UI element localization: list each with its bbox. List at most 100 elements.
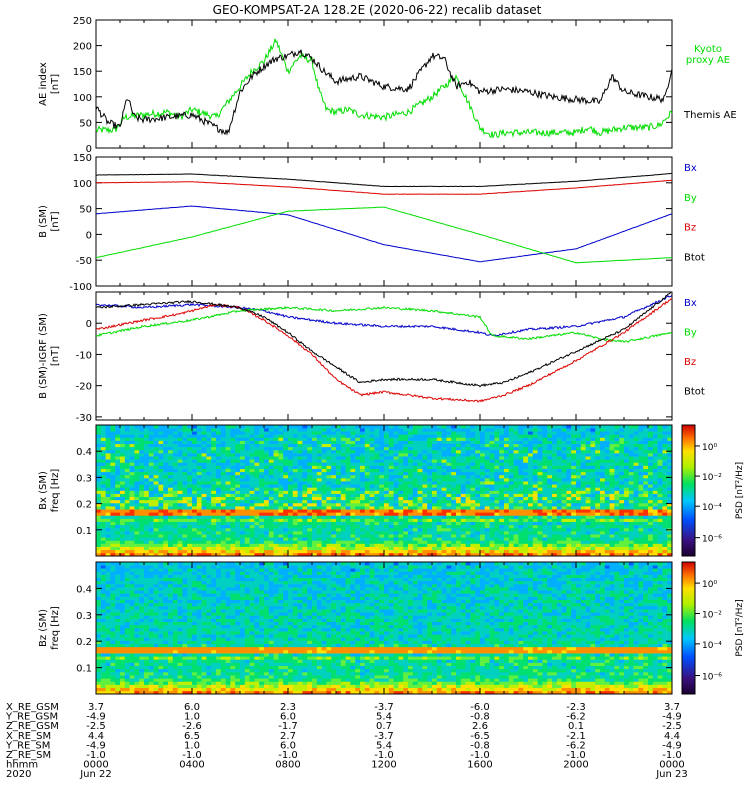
spectrogram-cell [456,490,462,494]
spectrogram-cell [240,481,246,485]
spectrogram-cell [475,465,481,469]
spectrogram-cell [364,521,370,526]
spectrogram-cell [552,540,558,544]
spectrogram-cell [633,509,639,513]
spectrogram-cell [475,481,481,485]
spectrogram-cell [384,524,390,529]
spectrogram-cell [105,437,111,441]
spectrogram-cell [216,518,222,522]
spectrogram-cell [288,462,294,466]
spectrogram-cell [120,431,126,435]
spectrogram-cell [192,437,198,441]
spectrogram-cell [283,546,289,551]
spectrogram-cell [547,425,553,429]
spectrogram-cell [609,493,615,498]
spectrogram-cell [331,474,337,479]
spectrogram-cell [504,534,510,538]
spectrogram-cell [369,437,375,441]
spectrogram-cell [552,496,558,501]
spectrogram-cell [556,531,562,535]
spectrogram-cell [129,527,135,532]
spectrogram-cell [417,459,423,463]
spectrogram-cell [105,431,111,435]
spectrogram-cell [278,506,284,510]
spectrogram-cell [254,440,260,445]
spectrogram-cell [326,512,332,516]
spectrogram-cell [206,453,212,457]
spectrogram-cell [144,527,150,532]
spectrogram-cell [240,543,246,547]
spectrogram-cell [432,546,438,551]
spectrogram-cell [585,524,591,529]
spectrogram-cell [475,502,481,507]
spectrogram-cell [576,468,582,473]
spectrogram-cell [528,540,534,544]
spectrogram-cell [513,478,519,482]
spectrogram-cell [249,515,255,519]
spectrogram-cell [576,459,582,463]
spectrogram-cell [417,543,423,547]
spectrogram-cell [364,456,370,460]
spectrogram-cell [456,509,462,513]
spectrogram-cell [249,468,255,473]
spectrogram-cell [206,446,212,451]
spectrogram-cell [134,543,140,547]
spectrogram-cell [336,515,342,519]
spectrogram-cell [120,490,126,494]
spectrogram-cell [177,484,183,488]
spectrogram-cell [638,499,644,504]
spectrogram-cell [336,546,342,551]
spectrogram-cell [182,552,188,557]
spectrogram-cell [638,521,644,526]
spectrogram-cell [168,518,174,522]
spectrogram-cell [422,521,428,526]
spectrogram-cell [576,428,582,432]
spectrogram-cell [302,446,308,451]
spectrogram-cell [283,524,289,529]
spectrogram-cell [139,468,145,473]
spectrogram-cell [148,515,154,519]
spectrogram-cell [177,431,183,435]
spectrogram-cell [292,534,298,538]
spectrogram-cell [105,521,111,526]
spectrogram-cell [465,440,471,445]
spectrogram-cell [537,549,543,554]
spectrogram-cell [331,437,337,441]
spectrogram-cell [547,496,553,501]
spectrogram-cell [600,462,606,466]
spectrogram-cell [460,537,466,541]
spectrogram-cell [264,518,270,522]
spectrogram-cell [436,449,442,454]
spectrogram-cell [489,446,495,451]
spectrogram-cell [556,474,562,479]
spectrogram-cell [556,543,562,547]
spectrogram-cell [628,499,634,504]
spectrogram-cell [480,487,486,491]
spectrogram-cell [633,428,639,432]
spectrogram-cell [561,509,567,513]
spectrogram-cell [537,468,543,473]
spectrogram-cell [470,465,476,469]
spectrogram-cell [172,509,178,513]
spectrogram-cell [355,434,361,438]
series-line-by [95,305,673,343]
spectrogram-cell [249,440,255,445]
spectrogram-cell [268,518,274,522]
spectrogram-cell [422,499,428,504]
spectrogram-cell [100,474,106,479]
spectrogram-cell [571,446,577,451]
spectrogram-cell [235,531,241,535]
spectrogram-cell [494,484,500,488]
spectrogram-cell [336,468,342,473]
spectrogram-cell [307,481,313,485]
spectrogram-cell [268,502,274,507]
spectrogram-cell [552,474,558,479]
spectrogram-cell [388,515,394,519]
spectrogram-cell [297,540,303,544]
spectrogram-cell [312,431,318,435]
spectrogram-cell [264,527,270,532]
spectrogram-cell [336,456,342,460]
spectrogram-cell [446,471,452,476]
spectrogram-cell [624,428,630,432]
spectrogram-cell [158,459,164,463]
